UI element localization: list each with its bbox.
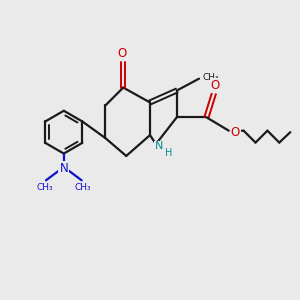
Text: O: O [117, 47, 126, 61]
Text: H: H [165, 148, 172, 158]
Text: CH₃: CH₃ [202, 73, 219, 82]
Text: N: N [59, 162, 68, 175]
Text: CH₃: CH₃ [36, 183, 53, 192]
Text: O: O [231, 126, 240, 139]
Text: CH₃: CH₃ [75, 183, 92, 192]
Text: N: N [155, 141, 163, 152]
Text: O: O [211, 79, 220, 92]
